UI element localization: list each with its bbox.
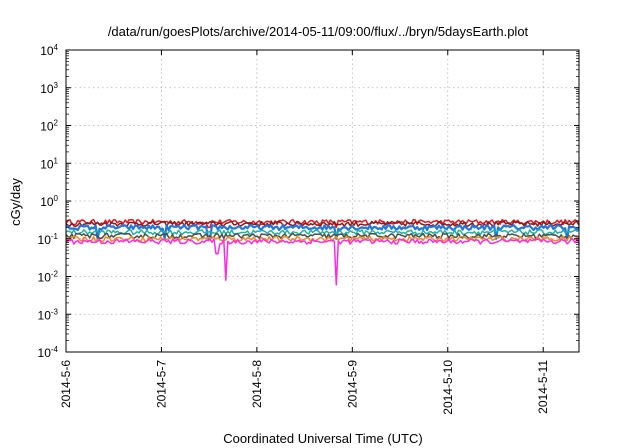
- x-tick-label: 2014-5-6: [59, 360, 73, 408]
- grid: [66, 50, 579, 352]
- y-tick-label: 102: [40, 119, 58, 134]
- y-tick-label: 100: [40, 194, 58, 209]
- y-axis-label: cGy/day: [8, 178, 23, 226]
- x-tick-label: 2014-5-10: [441, 360, 455, 415]
- y-tick-label: 10-1: [38, 232, 59, 247]
- x-tick-label: 2014-5-8: [250, 360, 264, 408]
- x-tick-label: 2014-5-9: [345, 360, 359, 408]
- y-tick-label: 10-4: [38, 345, 59, 360]
- y-tick-label: 10-3: [38, 307, 59, 322]
- y-tick-label: 104: [40, 43, 58, 58]
- x-tick-label: 2014-5-7: [154, 360, 168, 408]
- chart-title: /data/run/goesPlots/archive/2014-05-11/0…: [108, 24, 529, 39]
- x-tick-label: 2014-5-11: [536, 360, 550, 414]
- x-axis-label: Coordinated Universal Time (UTC): [223, 431, 422, 446]
- y-tick-label: 103: [40, 81, 58, 96]
- y-tick-label: 10-2: [38, 270, 59, 285]
- series-line: [65, 224, 580, 240]
- series-line: [65, 238, 580, 286]
- series-line: [65, 232, 580, 240]
- series-layer: [65, 218, 580, 286]
- y-tick-label: 101: [40, 156, 58, 171]
- series-line: [65, 229, 580, 236]
